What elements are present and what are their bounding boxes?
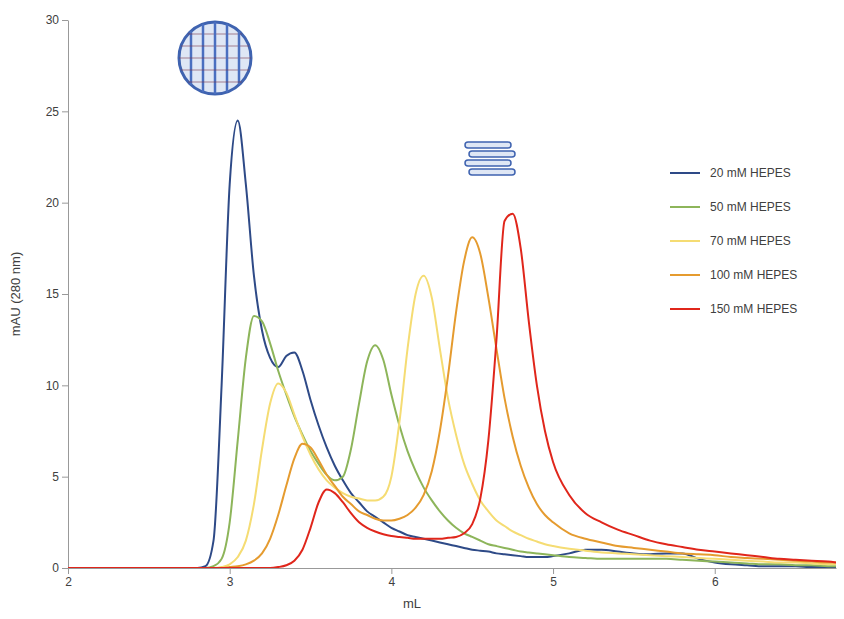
rod-helix: [465, 142, 511, 148]
rod-helix: [469, 151, 515, 157]
y-tick-mark: [62, 477, 68, 478]
y-tick: 20: [46, 196, 68, 210]
y-tick: 15: [46, 287, 68, 301]
y-tick-mark: [62, 385, 68, 386]
x-tick-label: 4: [389, 575, 396, 589]
rod-icon: [465, 142, 515, 175]
y-tick: 25: [46, 105, 68, 119]
x-tick-label: 3: [227, 575, 234, 589]
legend-label: 20 mM HEPES: [710, 166, 791, 180]
legend-swatch: [670, 240, 700, 242]
legend-swatch: [670, 274, 700, 276]
plot-area: [68, 120, 836, 568]
y-tick-mark: [62, 203, 68, 204]
x-tick-label: 2: [65, 575, 72, 589]
x-tick: 5: [550, 568, 557, 589]
x-axis-title: mL: [403, 596, 421, 611]
legend-label: 100 mM HEPES: [710, 268, 797, 282]
y-tick-mark: [62, 111, 68, 112]
y-tick: 30: [46, 13, 68, 27]
structure-icons: [179, 22, 515, 175]
y-tick-label: 20: [46, 196, 60, 210]
x-tick: 4: [389, 568, 396, 589]
y-tick-label: 10: [46, 379, 60, 393]
x-tick-label: 6: [712, 575, 719, 589]
series-line: [68, 316, 836, 568]
y-tick: 0: [52, 561, 68, 575]
y-tick-mark: [62, 20, 68, 21]
legend-item: 50 mM HEPES: [670, 200, 791, 214]
y-axis-title: mAU (280 nm): [8, 252, 23, 337]
legend-label: 70 mM HEPES: [710, 234, 791, 248]
rod-helix: [465, 160, 511, 166]
legend-label: 50 mM HEPES: [710, 200, 791, 214]
x-axis-line: [69, 568, 837, 569]
y-tick-label: 0: [52, 561, 59, 575]
series-line: [68, 276, 836, 568]
x-axis: 2 3 4 5 6: [65, 568, 836, 589]
y-tick-label: 25: [46, 105, 60, 119]
rod-helix: [469, 169, 515, 175]
legend-swatch: [670, 206, 700, 208]
x-tick: 3: [227, 568, 234, 589]
sphere-icon: [179, 22, 251, 94]
series-line: [68, 214, 836, 568]
sphere-helix: [188, 81, 242, 82]
series-line: [68, 237, 836, 568]
y-tick-label: 30: [46, 13, 60, 27]
y-tick-label: 15: [46, 287, 60, 301]
y-tick: 5: [52, 470, 68, 484]
y-tick-mark: [62, 568, 68, 569]
legend: 20 mM HEPES 50 mM HEPES 70 mM HEPES 100 mM …: [670, 166, 797, 316]
sphere-outline: [179, 22, 251, 94]
series-line: [68, 120, 836, 568]
chart: 2 3 4 5 6 0 5 10 15 20 25 30 mL mAU (280 nm) 20 mM HEP…: [0, 0, 844, 619]
x-tick-mark: [553, 568, 554, 574]
legend-item: 70 mM HEPES: [670, 234, 791, 248]
x-tick: 2: [65, 568, 72, 589]
legend-label: 150 mM HEPES: [710, 302, 797, 316]
x-tick-mark: [715, 568, 716, 574]
y-tick-label: 5: [52, 470, 59, 484]
x-tick-mark: [230, 568, 231, 574]
x-tick-mark: [391, 568, 392, 574]
legend-swatch: [670, 172, 700, 174]
x-tick: 6: [712, 568, 719, 589]
sphere-helix: [238, 31, 241, 85]
y-axis: 0 5 10 15 20 25 30: [46, 13, 69, 575]
y-axis-line: [68, 21, 69, 569]
x-tick-mark: [68, 568, 69, 574]
legend-item: 150 mM HEPES: [670, 302, 797, 316]
legend-item: 20 mM HEPES: [670, 166, 791, 180]
legend-swatch: [670, 308, 700, 310]
x-tick-label: 5: [550, 575, 557, 589]
y-tick: 10: [46, 379, 68, 393]
legend-item: 100 mM HEPES: [670, 268, 797, 282]
y-tick-mark: [62, 294, 68, 295]
